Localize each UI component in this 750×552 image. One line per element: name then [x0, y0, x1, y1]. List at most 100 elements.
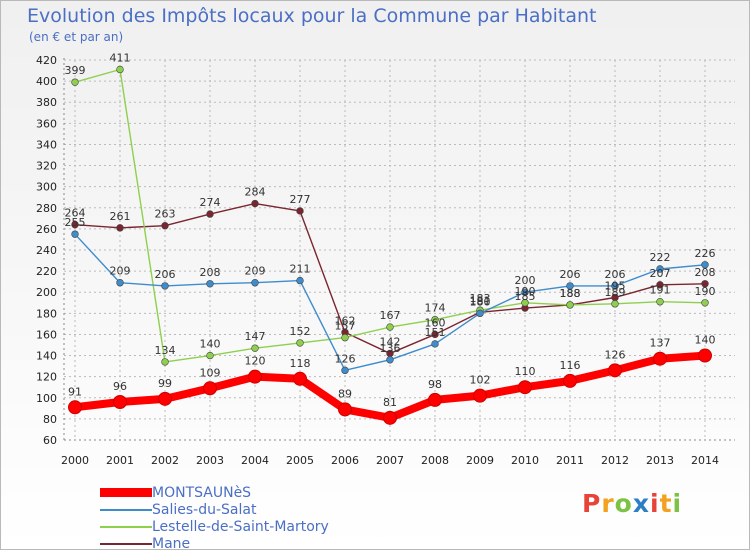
- data-label: 206: [155, 268, 176, 281]
- data-label: 211: [290, 263, 311, 276]
- data-label: 284: [245, 186, 266, 199]
- data-label: 188: [560, 287, 581, 300]
- data-point: [113, 395, 127, 409]
- data-point: [341, 333, 349, 342]
- brand-letter: r: [601, 489, 615, 518]
- data-label: 411: [110, 52, 131, 65]
- y-tick-label: 400: [36, 75, 57, 88]
- legend-swatch: [100, 488, 152, 497]
- data-point: [431, 340, 439, 348]
- data-label: 180: [470, 295, 491, 308]
- data-point: [476, 309, 484, 318]
- data-label: 190: [695, 285, 716, 298]
- y-tick-label: 380: [36, 96, 57, 109]
- data-label: 137: [650, 337, 671, 350]
- data-point: [71, 78, 79, 86]
- data-label: 208: [200, 266, 221, 279]
- series-layer: [68, 65, 712, 425]
- x-tick-label: 2008: [421, 454, 449, 467]
- data-point: [251, 344, 259, 352]
- y-tick-label: 300: [36, 181, 57, 194]
- chart-title: Evolution des Impôts locaux pour la Comm…: [27, 5, 597, 27]
- data-label: 207: [650, 267, 671, 280]
- data-point: [341, 366, 349, 375]
- data-point: [296, 207, 304, 215]
- legend-swatch: [100, 508, 152, 511]
- y-tick-label: 220: [36, 265, 57, 278]
- data-label: 189: [605, 286, 626, 299]
- data-label: 191: [650, 284, 671, 297]
- data-label: 222: [650, 251, 671, 264]
- x-tick-label: 2005: [286, 454, 314, 467]
- data-label: 208: [695, 266, 716, 279]
- brand-letter: P: [582, 489, 602, 518]
- data-label: 102: [470, 374, 491, 387]
- legend-label: Lestelle-de-Saint-Martory: [152, 518, 329, 535]
- x-tick-label: 2013: [646, 454, 674, 467]
- data-point: [521, 288, 529, 296]
- y-tick-label: 60: [43, 434, 57, 447]
- data-point: [383, 410, 397, 425]
- y-tick-label: 320: [36, 160, 57, 173]
- data-label: 188: [560, 287, 581, 300]
- data-label: 91: [68, 385, 82, 398]
- y-tick-label: 180: [36, 307, 57, 320]
- data-label: 206: [560, 268, 581, 281]
- data-label: 99: [158, 377, 172, 390]
- data-label: 116: [560, 359, 581, 372]
- data-point: [338, 402, 352, 417]
- brand-letter: t: [659, 489, 673, 518]
- y-tick-label: 240: [36, 244, 57, 257]
- data-label: 81: [383, 396, 397, 409]
- legend-swatch: [100, 542, 152, 545]
- data-label: 255: [65, 216, 86, 229]
- series-2: [71, 65, 709, 366]
- data-point: [161, 222, 169, 230]
- data-label: 120: [245, 355, 266, 368]
- x-tick-label: 2012: [601, 454, 629, 467]
- data-label: 157: [335, 320, 356, 333]
- data-label: 118: [290, 357, 311, 370]
- data-point: [653, 351, 667, 366]
- proxiti-logo: Proxiti: [582, 489, 682, 518]
- data-label: 110: [515, 365, 536, 378]
- data-point: [386, 323, 394, 331]
- x-tick-label: 2006: [331, 454, 359, 467]
- data-label: 209: [110, 265, 131, 278]
- data-point: [386, 356, 394, 364]
- data-label: 126: [605, 348, 626, 361]
- data-label: 226: [695, 247, 716, 260]
- x-tick-label: 2002: [151, 454, 179, 467]
- legend-item: MONTSAUNèS: [100, 484, 329, 501]
- data-label: 147: [245, 330, 266, 343]
- data-label: 152: [290, 325, 311, 338]
- legend-item: Lestelle-de-Saint-Martory: [100, 518, 329, 535]
- brand-letter: o: [614, 489, 633, 518]
- data-point: [248, 369, 262, 384]
- data-label: 98: [428, 378, 442, 391]
- data-label: 264: [65, 207, 86, 220]
- x-tick-label: 2007: [376, 454, 404, 467]
- legend-label: MONTSAUNèS: [152, 484, 252, 501]
- data-point: [473, 388, 487, 403]
- data-point: [701, 299, 709, 307]
- legend-item: Mane: [100, 535, 329, 552]
- data-label: 190: [515, 285, 536, 298]
- data-point: [116, 65, 124, 74]
- x-tick-label: 2004: [241, 454, 269, 467]
- data-label: 181: [470, 294, 491, 307]
- data-label: 277: [290, 193, 311, 206]
- x-tick-label: 2001: [106, 454, 134, 467]
- legend-label: Salies-du-Salat: [152, 501, 257, 518]
- data-label: 209: [245, 265, 266, 278]
- data-label: 126: [335, 352, 356, 365]
- y-tick-label: 80: [43, 413, 57, 426]
- legend: MONTSAUNèS Salies-du-Salat Lestelle-de-Sai…: [100, 484, 329, 552]
- chart-subtitle: (en € et par an): [29, 30, 124, 44]
- y-tick-label: 420: [36, 54, 57, 67]
- x-tick-label: 2000: [61, 454, 89, 467]
- data-point: [431, 330, 439, 339]
- y-tick-label: 140: [36, 350, 57, 363]
- brand-letter: i: [672, 489, 683, 518]
